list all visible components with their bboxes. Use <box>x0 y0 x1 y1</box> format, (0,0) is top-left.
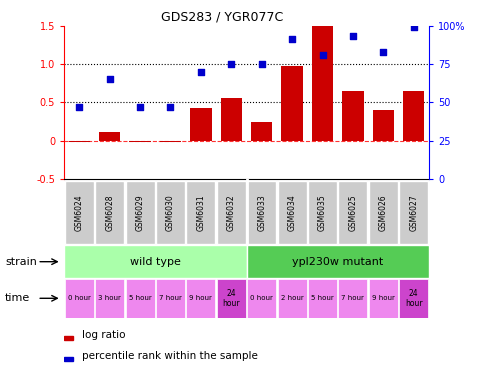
Bar <box>126 181 155 244</box>
Text: GSM6029: GSM6029 <box>136 194 144 231</box>
Bar <box>186 181 215 244</box>
Bar <box>95 279 124 318</box>
Bar <box>369 279 398 318</box>
Text: GSM6034: GSM6034 <box>287 194 297 231</box>
Bar <box>64 336 73 340</box>
Bar <box>247 181 276 244</box>
Bar <box>69 141 90 142</box>
Point <box>318 52 326 58</box>
Bar <box>64 358 73 361</box>
Bar <box>342 91 363 141</box>
Bar <box>403 91 424 141</box>
Bar <box>399 279 428 318</box>
Bar <box>65 181 94 244</box>
Text: 0 hour: 0 hour <box>250 295 273 301</box>
Text: GSM6030: GSM6030 <box>166 194 175 231</box>
Text: 3 hour: 3 hour <box>98 295 121 301</box>
Text: wild type: wild type <box>130 257 181 267</box>
Point <box>167 104 175 110</box>
Text: 5 hour: 5 hour <box>311 295 334 301</box>
Bar <box>130 141 151 142</box>
Text: 7 hour: 7 hour <box>159 295 182 301</box>
Text: log ratio: log ratio <box>82 330 126 340</box>
Bar <box>278 181 307 244</box>
Bar <box>160 141 181 142</box>
Bar <box>156 279 185 318</box>
Bar <box>308 279 337 318</box>
Text: GSM6025: GSM6025 <box>349 194 357 231</box>
Point <box>75 104 83 110</box>
Text: 9 hour: 9 hour <box>189 295 212 301</box>
Bar <box>156 181 185 244</box>
Text: time: time <box>5 293 30 303</box>
Text: GSM6031: GSM6031 <box>196 194 206 231</box>
Text: GDS283 / YGR077C: GDS283 / YGR077C <box>161 11 283 24</box>
Bar <box>99 132 120 141</box>
Bar <box>399 181 428 244</box>
Point <box>136 104 144 110</box>
Point <box>410 24 418 30</box>
Point <box>106 76 113 82</box>
Text: GSM6026: GSM6026 <box>379 194 388 231</box>
Point <box>258 61 266 67</box>
Bar <box>312 26 333 141</box>
Point <box>227 61 235 67</box>
Bar <box>65 279 94 318</box>
Bar <box>186 279 215 318</box>
Bar <box>278 279 307 318</box>
Point <box>197 69 205 75</box>
Point <box>380 49 387 55</box>
Bar <box>373 110 394 141</box>
Bar <box>217 279 246 318</box>
Bar <box>282 66 303 141</box>
Bar <box>217 181 246 244</box>
Bar <box>338 279 367 318</box>
Text: 24
hour: 24 hour <box>405 288 423 308</box>
Bar <box>221 98 242 141</box>
Bar <box>64 245 246 278</box>
Point <box>288 37 296 42</box>
Text: 2 hour: 2 hour <box>281 295 304 301</box>
Bar <box>126 279 155 318</box>
Bar <box>246 245 429 278</box>
Text: GSM6027: GSM6027 <box>409 194 418 231</box>
Text: 24
hour: 24 hour <box>222 288 240 308</box>
Text: ypl230w mutant: ypl230w mutant <box>292 257 384 267</box>
Bar <box>338 181 367 244</box>
Text: strain: strain <box>5 257 37 267</box>
Bar <box>308 181 337 244</box>
Text: GSM6028: GSM6028 <box>105 194 114 231</box>
Bar <box>369 181 398 244</box>
Text: percentile rank within the sample: percentile rank within the sample <box>82 351 258 361</box>
Text: 9 hour: 9 hour <box>372 295 395 301</box>
Text: 5 hour: 5 hour <box>129 295 151 301</box>
Bar <box>251 122 272 141</box>
Bar <box>95 181 124 244</box>
Text: GSM6032: GSM6032 <box>227 194 236 231</box>
Bar <box>190 108 211 141</box>
Text: GSM6033: GSM6033 <box>257 194 266 231</box>
Text: GSM6024: GSM6024 <box>75 194 84 231</box>
Text: 7 hour: 7 hour <box>342 295 364 301</box>
Bar <box>247 279 276 318</box>
Text: GSM6035: GSM6035 <box>318 194 327 231</box>
Text: 0 hour: 0 hour <box>68 295 91 301</box>
Point <box>349 33 357 39</box>
